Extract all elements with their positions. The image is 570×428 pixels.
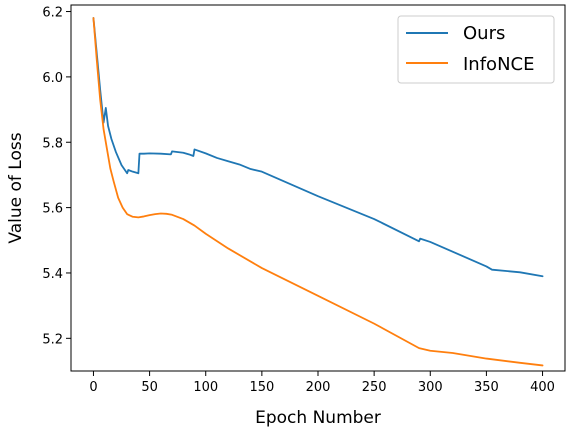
y-axis-title: Value of Loss xyxy=(6,132,26,243)
x-tick-label: 100 xyxy=(193,380,218,395)
x-tick-label: 50 xyxy=(141,380,158,395)
y-tick-label: 5.6 xyxy=(42,202,63,217)
x-tick-label: 150 xyxy=(249,380,274,395)
series-line-ours xyxy=(92,17,544,278)
y-axis: 5.2 5.4 5.6 5.8 6.0 6.2 xyxy=(42,6,71,347)
x-axis-title: Epoch Number xyxy=(255,408,381,428)
x-tick-label: 400 xyxy=(530,380,555,395)
x-tick-label: 300 xyxy=(418,380,443,395)
y-tick-label: 6.0 xyxy=(42,71,63,86)
series-layer xyxy=(92,17,544,367)
legend: Ours InfoNCE xyxy=(397,15,555,84)
x-tick-label: 250 xyxy=(362,380,387,395)
series-line-infonce xyxy=(92,17,544,367)
y-tick-label: 6.2 xyxy=(42,6,63,21)
x-tick-label: 0 xyxy=(89,380,97,395)
legend-label-ours: Ours xyxy=(463,23,505,44)
legend-label-infonce: InfoNCE xyxy=(463,54,534,75)
x-tick-label: 200 xyxy=(306,380,331,395)
x-tick-label: 350 xyxy=(474,380,499,395)
y-tick-label: 5.4 xyxy=(42,267,63,282)
y-tick-label: 5.2 xyxy=(42,332,63,347)
y-tick-label: 5.8 xyxy=(42,136,63,151)
x-axis: 0 50 100 150 200 250 300 350 400 xyxy=(89,371,555,395)
